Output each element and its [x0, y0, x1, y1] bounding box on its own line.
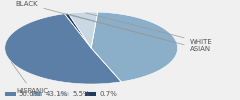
- Text: WHITE: WHITE: [85, 13, 212, 45]
- Text: 5.5%: 5.5%: [72, 91, 90, 97]
- Polygon shape: [65, 13, 91, 48]
- FancyBboxPatch shape: [59, 92, 69, 96]
- Text: ASIAN: ASIAN: [69, 14, 211, 52]
- FancyBboxPatch shape: [32, 92, 42, 96]
- Text: HISPANIC: HISPANIC: [11, 62, 48, 94]
- Text: 43.1%: 43.1%: [45, 91, 68, 97]
- Text: 50.6%: 50.6%: [18, 91, 41, 97]
- FancyBboxPatch shape: [5, 92, 16, 96]
- Polygon shape: [91, 12, 178, 82]
- Text: BLACK: BLACK: [16, 1, 174, 42]
- Polygon shape: [5, 14, 121, 84]
- Text: 0.7%: 0.7%: [99, 91, 117, 97]
- Polygon shape: [68, 12, 98, 48]
- FancyBboxPatch shape: [85, 92, 96, 96]
